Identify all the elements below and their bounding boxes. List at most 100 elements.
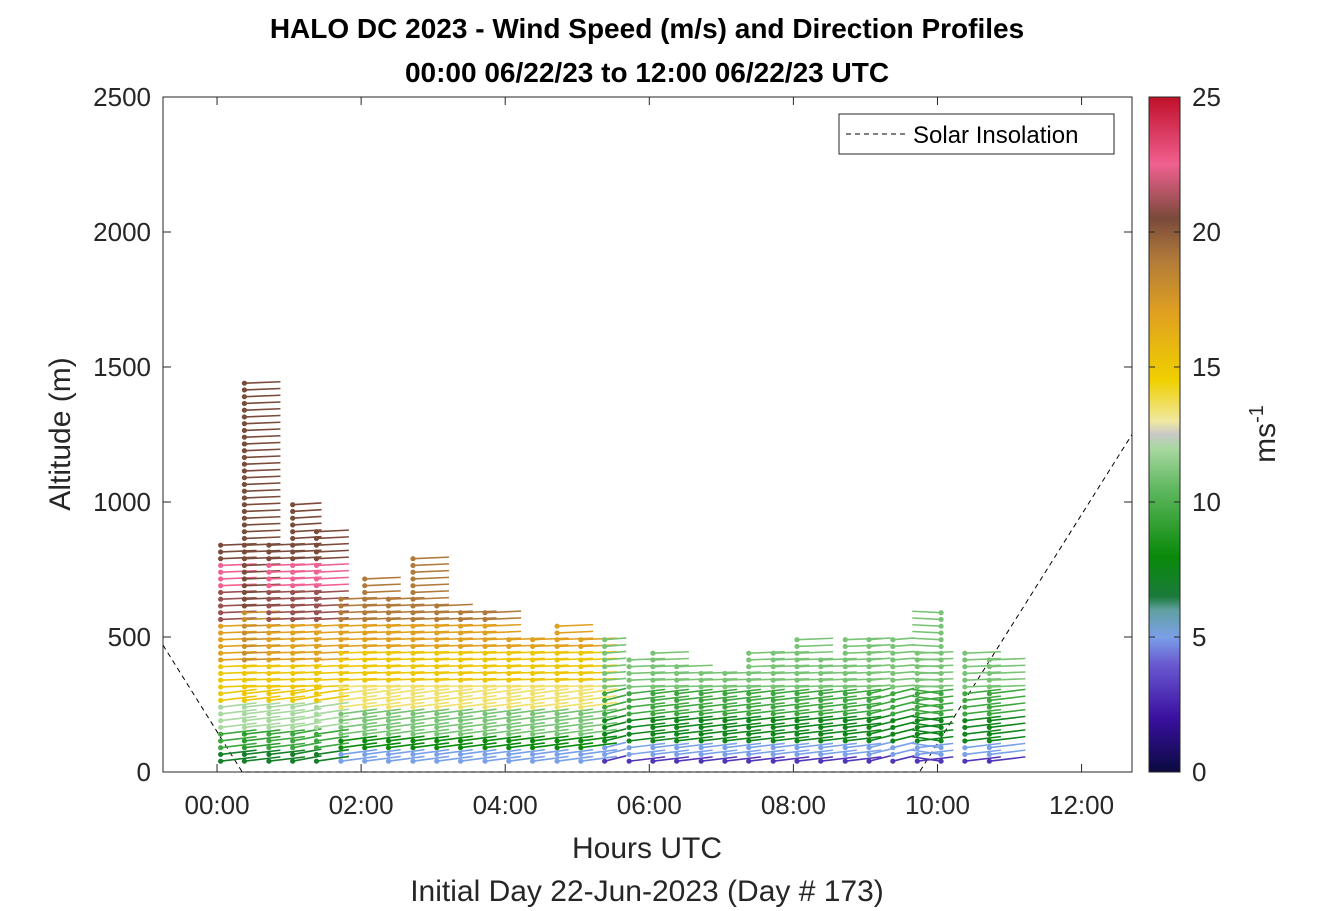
wind-barb-tail xyxy=(820,657,857,661)
wind-barb-point xyxy=(313,583,320,589)
wind-barb-tail xyxy=(845,722,882,729)
wind-barb-point xyxy=(457,623,464,629)
wind-barb-tail xyxy=(388,596,425,600)
wind-barb-point xyxy=(457,704,464,710)
wind-barb-tail xyxy=(412,637,450,641)
wind-barb-point xyxy=(362,657,368,663)
wind-barb-point xyxy=(578,758,584,764)
wind-barb-tail xyxy=(912,650,942,654)
wind-barb-tail xyxy=(340,630,378,634)
wind-barb-point xyxy=(241,637,248,643)
wind-barb-point xyxy=(866,664,872,670)
wind-barb-point xyxy=(578,643,584,650)
wind-barb-tail xyxy=(701,695,738,702)
wind-barb-tail xyxy=(412,735,450,742)
wind-barb-tail xyxy=(436,715,473,722)
wind-barb-point xyxy=(266,670,272,677)
wind-barb-point xyxy=(313,751,320,758)
wind-barb-point xyxy=(529,704,536,710)
wind-barb-tail xyxy=(629,722,666,729)
wind-barb-point xyxy=(362,596,368,602)
wind-barb-tail xyxy=(748,729,785,735)
wind-barb-point xyxy=(218,704,224,710)
wind-barb-point xyxy=(290,610,296,616)
wind-barb-tail xyxy=(268,702,306,708)
wind-barb-tail xyxy=(220,735,257,742)
wind-barb-tail xyxy=(244,617,281,621)
wind-barb-point xyxy=(241,697,248,704)
wind-barb-point xyxy=(218,603,224,609)
wind-barb-tail xyxy=(244,428,281,432)
wind-barb-point xyxy=(434,616,440,623)
wind-barb-tail xyxy=(676,749,713,756)
wind-barb-point xyxy=(313,657,320,663)
wind-barb-point xyxy=(674,745,680,751)
wind-barb-point xyxy=(962,691,968,697)
wind-barb-point xyxy=(434,677,440,683)
wind-barb-point xyxy=(434,630,440,636)
wind-barb-point xyxy=(842,745,848,751)
wind-barb-tail xyxy=(436,708,473,715)
wind-barb-point xyxy=(746,684,752,690)
wind-barb-point xyxy=(434,610,440,616)
wind-barb-point xyxy=(362,697,368,704)
wind-barb-point xyxy=(434,664,440,670)
wind-profile xyxy=(482,610,522,764)
wind-barb-point xyxy=(290,616,296,623)
wind-barb-tail xyxy=(244,414,281,418)
wind-barb-tail xyxy=(773,650,810,654)
wind-barb-tail xyxy=(917,735,954,742)
wind-barb-point xyxy=(794,664,800,670)
x-axis-sublabel: Initial Day 22-Jun-2023 (Day # 173) xyxy=(410,875,884,908)
wind-barb-tail xyxy=(868,755,891,762)
wind-barb-point xyxy=(290,630,296,636)
wind-barb-point xyxy=(482,630,488,636)
wind-barb-point xyxy=(842,738,848,744)
wind-barb-tail xyxy=(316,650,349,654)
wind-barb-tail xyxy=(773,664,810,668)
wind-barb-tail xyxy=(964,695,1001,702)
wind-barb-point xyxy=(674,738,680,744)
wind-barb-tail xyxy=(845,708,882,715)
wind-barb-point xyxy=(986,731,992,737)
wind-barb-tail xyxy=(244,637,281,641)
wind-barb-tail xyxy=(748,657,785,661)
y-axis-label: Altitude (m) xyxy=(44,357,77,510)
wind-barb-point xyxy=(482,711,488,717)
wind-profile xyxy=(529,637,569,764)
wind-barb-tail xyxy=(244,630,281,634)
wind-barb-point xyxy=(914,738,920,744)
wind-barb-point xyxy=(218,670,224,677)
wind-barb-point xyxy=(578,664,584,670)
wind-barb-tail xyxy=(629,688,666,695)
wind-barb-point xyxy=(650,758,656,764)
wind-barb-tail xyxy=(508,650,545,654)
wind-barb-point xyxy=(890,758,896,764)
wind-barb-tail xyxy=(917,722,954,729)
wind-barb-tail xyxy=(316,610,349,614)
wind-barb-point xyxy=(338,643,344,650)
wind-barb-point xyxy=(698,724,704,731)
wind-barb-point xyxy=(842,643,848,650)
wind-barb-point xyxy=(290,583,296,589)
wind-barb-point xyxy=(410,569,416,575)
wind-barb-tail xyxy=(748,664,785,668)
wind-profile xyxy=(650,650,690,764)
wind-barb-tail xyxy=(556,728,594,735)
wind-barb-tail xyxy=(268,569,305,573)
wind-barb-point xyxy=(241,448,248,454)
wind-barb-point xyxy=(554,637,560,643)
solar-insolation-line xyxy=(162,434,1133,773)
wind-barb-tail xyxy=(604,670,627,675)
wind-barb-point xyxy=(266,718,272,724)
wind-barb-tail xyxy=(340,715,378,722)
wind-barb-point xyxy=(698,684,704,690)
wind-barb-point xyxy=(266,711,272,717)
wind-barb-point xyxy=(890,650,896,656)
wind-barb-point xyxy=(290,549,296,555)
wind-barb-tail xyxy=(604,707,627,715)
wind-barb-point xyxy=(770,731,776,737)
wind-barb-tail xyxy=(532,664,569,668)
x-tick-label: 00:00 xyxy=(184,790,249,820)
wind-barb-tail xyxy=(316,715,349,722)
